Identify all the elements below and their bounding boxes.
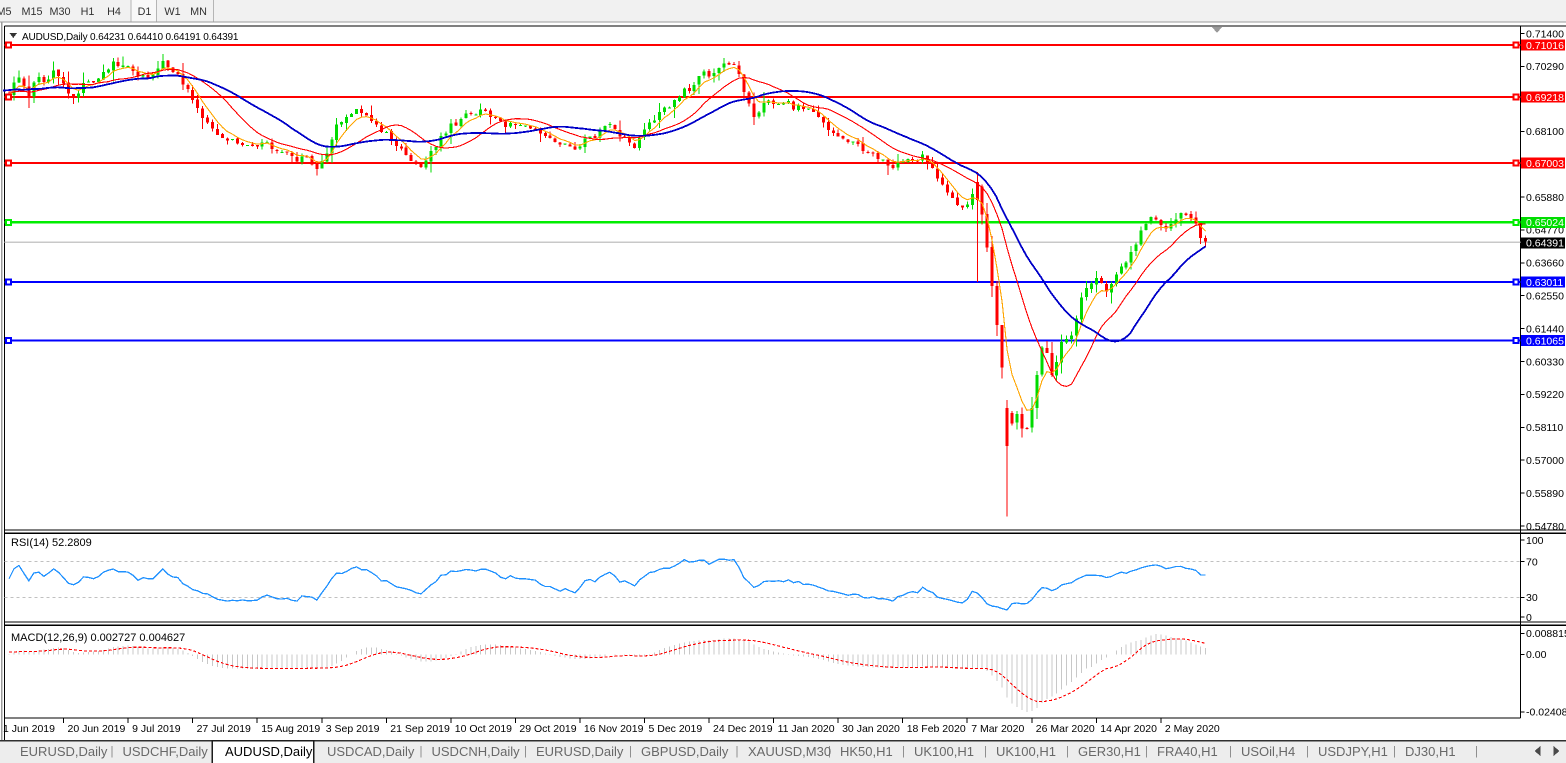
svg-text:9 Jul 2019: 9 Jul 2019 (132, 723, 181, 735)
svg-text:-0.024082: -0.024082 (1526, 707, 1566, 719)
svg-text:27 Jul 2019: 27 Jul 2019 (197, 723, 251, 735)
svg-text:M5: M5 (0, 6, 12, 18)
svg-text:0.59220: 0.59220 (1526, 389, 1564, 401)
svg-text:0.71400: 0.71400 (1526, 28, 1564, 40)
svg-text:0.008815: 0.008815 (1526, 628, 1566, 640)
svg-text:10 Oct 2019: 10 Oct 2019 (455, 723, 512, 735)
svg-text:0.61065: 0.61065 (1526, 335, 1564, 347)
svg-text:USDCHF,Daily: USDCHF,Daily (123, 744, 209, 759)
svg-text:0.63660: 0.63660 (1526, 258, 1564, 270)
svg-text:USDCAD,Daily: USDCAD,Daily (327, 744, 415, 759)
svg-text:3 Sep 2019: 3 Sep 2019 (326, 723, 380, 735)
svg-text:2 May 2020: 2 May 2020 (1165, 723, 1220, 735)
svg-text:70: 70 (1526, 556, 1538, 568)
svg-text:16 Nov 2019: 16 Nov 2019 (584, 723, 644, 735)
svg-text:1 Jun 2019: 1 Jun 2019 (3, 723, 55, 735)
svg-text:0.57000: 0.57000 (1526, 455, 1564, 467)
svg-text:5 Dec 2019: 5 Dec 2019 (649, 723, 703, 735)
svg-text:15 Aug 2019: 15 Aug 2019 (261, 723, 320, 735)
svg-text:USDJPY,H1: USDJPY,H1 (1318, 744, 1388, 759)
svg-text:MACD(12,26,9) 0.002727 0.00462: MACD(12,26,9) 0.002727 0.004627 (11, 632, 185, 644)
svg-text:26 Mar 2020: 26 Mar 2020 (1036, 723, 1095, 735)
svg-text:XAUUSD,M30: XAUUSD,M30 (748, 744, 831, 759)
svg-text:0.67003: 0.67003 (1526, 158, 1564, 170)
svg-text:GBPUSD,Daily: GBPUSD,Daily (641, 744, 729, 759)
svg-text:W1: W1 (164, 6, 180, 18)
svg-text:29 Oct 2019: 29 Oct 2019 (519, 723, 576, 735)
svg-text:MN: MN (190, 6, 207, 18)
svg-text:USOil,H4: USOil,H4 (1241, 744, 1295, 759)
svg-text:0.64391: 0.64391 (1526, 238, 1564, 250)
svg-text:M15: M15 (21, 6, 42, 18)
svg-text:20 Jun 2019: 20 Jun 2019 (68, 723, 126, 735)
svg-text:21 Sep 2019: 21 Sep 2019 (390, 723, 450, 735)
svg-text:7 Mar 2020: 7 Mar 2020 (971, 723, 1024, 735)
svg-text:14 Apr 2020: 14 Apr 2020 (1100, 723, 1157, 735)
svg-text:100: 100 (1526, 535, 1544, 547)
svg-text:24 Dec 2019: 24 Dec 2019 (713, 723, 773, 735)
svg-text:M30: M30 (49, 6, 70, 18)
svg-text:HK50,H1: HK50,H1 (840, 744, 893, 759)
svg-text:H4: H4 (107, 6, 121, 18)
svg-text:0.69218: 0.69218 (1526, 92, 1564, 104)
svg-text:0.70290: 0.70290 (1526, 61, 1564, 73)
svg-text:18 Feb 2020: 18 Feb 2020 (907, 723, 966, 735)
svg-text:0.65024: 0.65024 (1526, 217, 1564, 229)
svg-text:RSI(14) 52.2809: RSI(14) 52.2809 (11, 537, 92, 549)
svg-text:0: 0 (1526, 612, 1532, 624)
svg-text:0.60330: 0.60330 (1526, 356, 1564, 368)
svg-text:USDCNH,Daily: USDCNH,Daily (432, 744, 521, 759)
svg-text:0.55890: 0.55890 (1526, 488, 1564, 500)
svg-text:DJ30,H1: DJ30,H1 (1405, 744, 1456, 759)
svg-text:FRA40,H1: FRA40,H1 (1157, 744, 1218, 759)
svg-text:0.63011: 0.63011 (1526, 277, 1563, 289)
svg-text:30: 30 (1526, 592, 1538, 604)
svg-text:0.61440: 0.61440 (1526, 323, 1564, 335)
svg-text:AUDUSD,Daily 0.64231 0.64410 0: AUDUSD,Daily 0.64231 0.64410 0.64191 0.6… (22, 32, 239, 43)
svg-text:EURUSD,Daily: EURUSD,Daily (536, 744, 624, 759)
svg-text:0.71016: 0.71016 (1526, 40, 1564, 52)
svg-text:0.68100: 0.68100 (1526, 126, 1564, 138)
svg-text:UK100,H1: UK100,H1 (914, 744, 974, 759)
svg-text:UK100,H1: UK100,H1 (996, 744, 1056, 759)
svg-text:H1: H1 (81, 6, 95, 18)
svg-text:0.65880: 0.65880 (1526, 192, 1564, 204)
svg-text:11 Jan 2020: 11 Jan 2020 (778, 723, 835, 735)
svg-text:D1: D1 (138, 6, 152, 18)
svg-text:0.00: 0.00 (1526, 649, 1547, 661)
svg-text:0.58110: 0.58110 (1526, 422, 1563, 434)
svg-text:GER30,H1: GER30,H1 (1078, 744, 1141, 759)
svg-text:AUDUSD,Daily: AUDUSD,Daily (225, 744, 313, 759)
svg-text:0.62550: 0.62550 (1526, 291, 1564, 303)
svg-text:0.54780: 0.54780 (1526, 521, 1564, 533)
svg-text:EURUSD,Daily: EURUSD,Daily (20, 744, 108, 759)
svg-text:30 Jan 2020: 30 Jan 2020 (842, 723, 900, 735)
